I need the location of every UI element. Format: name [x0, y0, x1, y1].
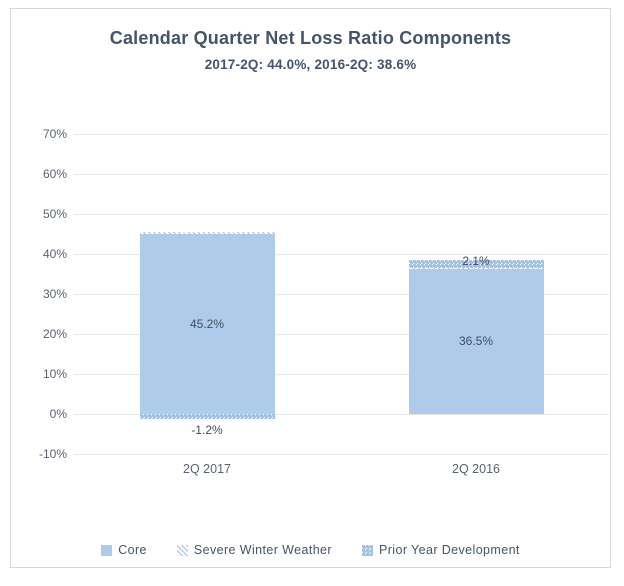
gridline: [74, 294, 609, 295]
bar-segment: [139, 414, 275, 419]
legend: Core Severe Winter Weather Prior Year Deve…: [11, 543, 610, 557]
y-axis-tick-label: 70%: [42, 127, 67, 141]
y-axis-tick-label: 0%: [49, 407, 67, 421]
data-label: -1.2%: [191, 422, 223, 437]
legend-item: Prior Year Development: [361, 543, 520, 557]
gridline: [74, 134, 609, 135]
bar-segment: [408, 259, 544, 268]
legend-marker-diagonal-hatch: [176, 544, 188, 556]
gridline: [74, 414, 609, 415]
y-axis-tick-label: 20%: [42, 327, 67, 341]
data-label: 36.5%: [458, 334, 494, 348]
legend-label: Prior Year Development: [378, 543, 520, 557]
legend-item: Core: [101, 543, 147, 557]
bar-segment: [139, 232, 275, 235]
chart-box: Calendar Quarter Net Loss Ratio Componen…: [10, 8, 611, 568]
y-axis-tick-label: 10%: [42, 367, 67, 381]
y-axis-tick-label: -10%: [38, 447, 67, 461]
bar-segment: [408, 267, 544, 269]
chart-title: Calendar Quarter Net Loss Ratio Componen…: [109, 28, 512, 48]
x-category-label: 2Q 2017: [183, 462, 231, 476]
data-label: 45.2%: [189, 316, 225, 331]
legend-marker-solid: [101, 544, 113, 556]
gridline: [74, 174, 609, 175]
data-label: 2.1%: [462, 253, 490, 268]
plot-area: 70% 60% 50% 40% 30% 20% 10% 0% -10% 45.2% -1.2% 2Q …: [11, 9, 610, 567]
bar-segment: [139, 233, 275, 414]
y-axis-tick-label: 40%: [42, 247, 67, 261]
legend-item: Severe Winter Weather: [176, 543, 332, 557]
gridline: [74, 334, 609, 335]
legend-label: Core: [118, 543, 147, 557]
gridline: [74, 254, 609, 255]
y-axis-tick-label: 50%: [42, 207, 67, 221]
gridline: [74, 454, 609, 455]
x-category-label: 2Q 2016: [452, 462, 500, 476]
bar-segment: [408, 268, 544, 414]
y-axis-tick-label: 60%: [42, 167, 67, 181]
chart-subtitle: 2017-2Q: 44.0%, 2016-2Q: 38.6%: [204, 57, 417, 72]
gridline: [74, 214, 609, 215]
legend-label: Severe Winter Weather: [193, 543, 332, 557]
legend-marker-dotted: [361, 544, 373, 556]
y-axis-tick-label: 30%: [42, 287, 67, 301]
gridline: [74, 374, 609, 375]
